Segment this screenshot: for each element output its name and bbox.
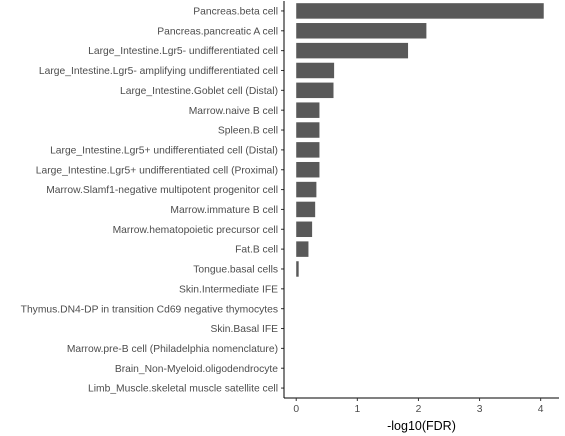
category-label: Marrow.pre-B cell (Philadelphia nomencla… — [67, 344, 278, 355]
x-tick-label: 1 — [354, 404, 360, 415]
category-label: Tongue.basal cells — [193, 265, 278, 276]
bar — [296, 23, 427, 39]
bar — [296, 3, 544, 19]
bar — [296, 122, 320, 138]
category-label: Pancreas.pancreatic A cell — [157, 26, 278, 37]
category-labels: Pancreas.beta cell Pancreas.pancreatic A … — [21, 7, 284, 395]
category-label: Skin.Basal IFE — [210, 324, 278, 335]
category-label: Fat.B cell — [235, 245, 278, 256]
category-label: Large_Intestine.Goblet cell (Distal) — [120, 86, 278, 97]
category-label: Marrow.hematopoietic precursor cell — [113, 225, 278, 236]
bar — [296, 42, 409, 59]
category-label: Brain_Non-Myeloid.oligodendrocyte — [115, 364, 278, 375]
x-tick-label: 0 — [293, 404, 299, 415]
category-label: Skin.Intermediate IFE — [179, 284, 278, 295]
bars-group — [296, 3, 544, 277]
bar — [296, 181, 317, 198]
bar — [296, 62, 335, 79]
category-label: Spleen.B cell — [218, 126, 278, 137]
x-tick-label: 2 — [416, 404, 422, 415]
bar — [296, 241, 309, 257]
category-label: Marrow.immature B cell — [170, 205, 278, 216]
category-label: Large_Intestine.Lgr5+ undifferentiated c… — [36, 165, 278, 176]
x-axis-title: -log10(FDR) — [387, 419, 456, 433]
category-label: Marrow.Slamf1-negative multipotent proge… — [46, 185, 278, 196]
bar — [296, 82, 334, 99]
x-tick-label: 3 — [477, 404, 483, 415]
bar — [296, 201, 316, 218]
category-label: Thymus.DN4-DP in transition Cd69 negativ… — [21, 304, 278, 315]
bar — [296, 221, 313, 238]
bar — [296, 161, 320, 178]
category-label: Large_Intestine.Lgr5- undifferentiated c… — [88, 46, 278, 57]
bar — [296, 261, 299, 277]
x-ticks: 0 1 2 3 4 — [293, 398, 544, 415]
bar — [296, 102, 320, 118]
category-label: Pancreas.beta cell — [193, 7, 278, 18]
category-label: Large_Intestine.Lgr5+ undifferentiated c… — [50, 145, 278, 156]
bar — [296, 142, 320, 158]
category-label: Large_Intestine.Lgr5- amplifying undiffe… — [39, 66, 278, 77]
category-label: Marrow.naive B cell — [189, 106, 278, 117]
x-tick-label: 4 — [538, 404, 544, 415]
category-label: Limb_Muscle.skeletal muscle satellite ce… — [88, 384, 278, 395]
